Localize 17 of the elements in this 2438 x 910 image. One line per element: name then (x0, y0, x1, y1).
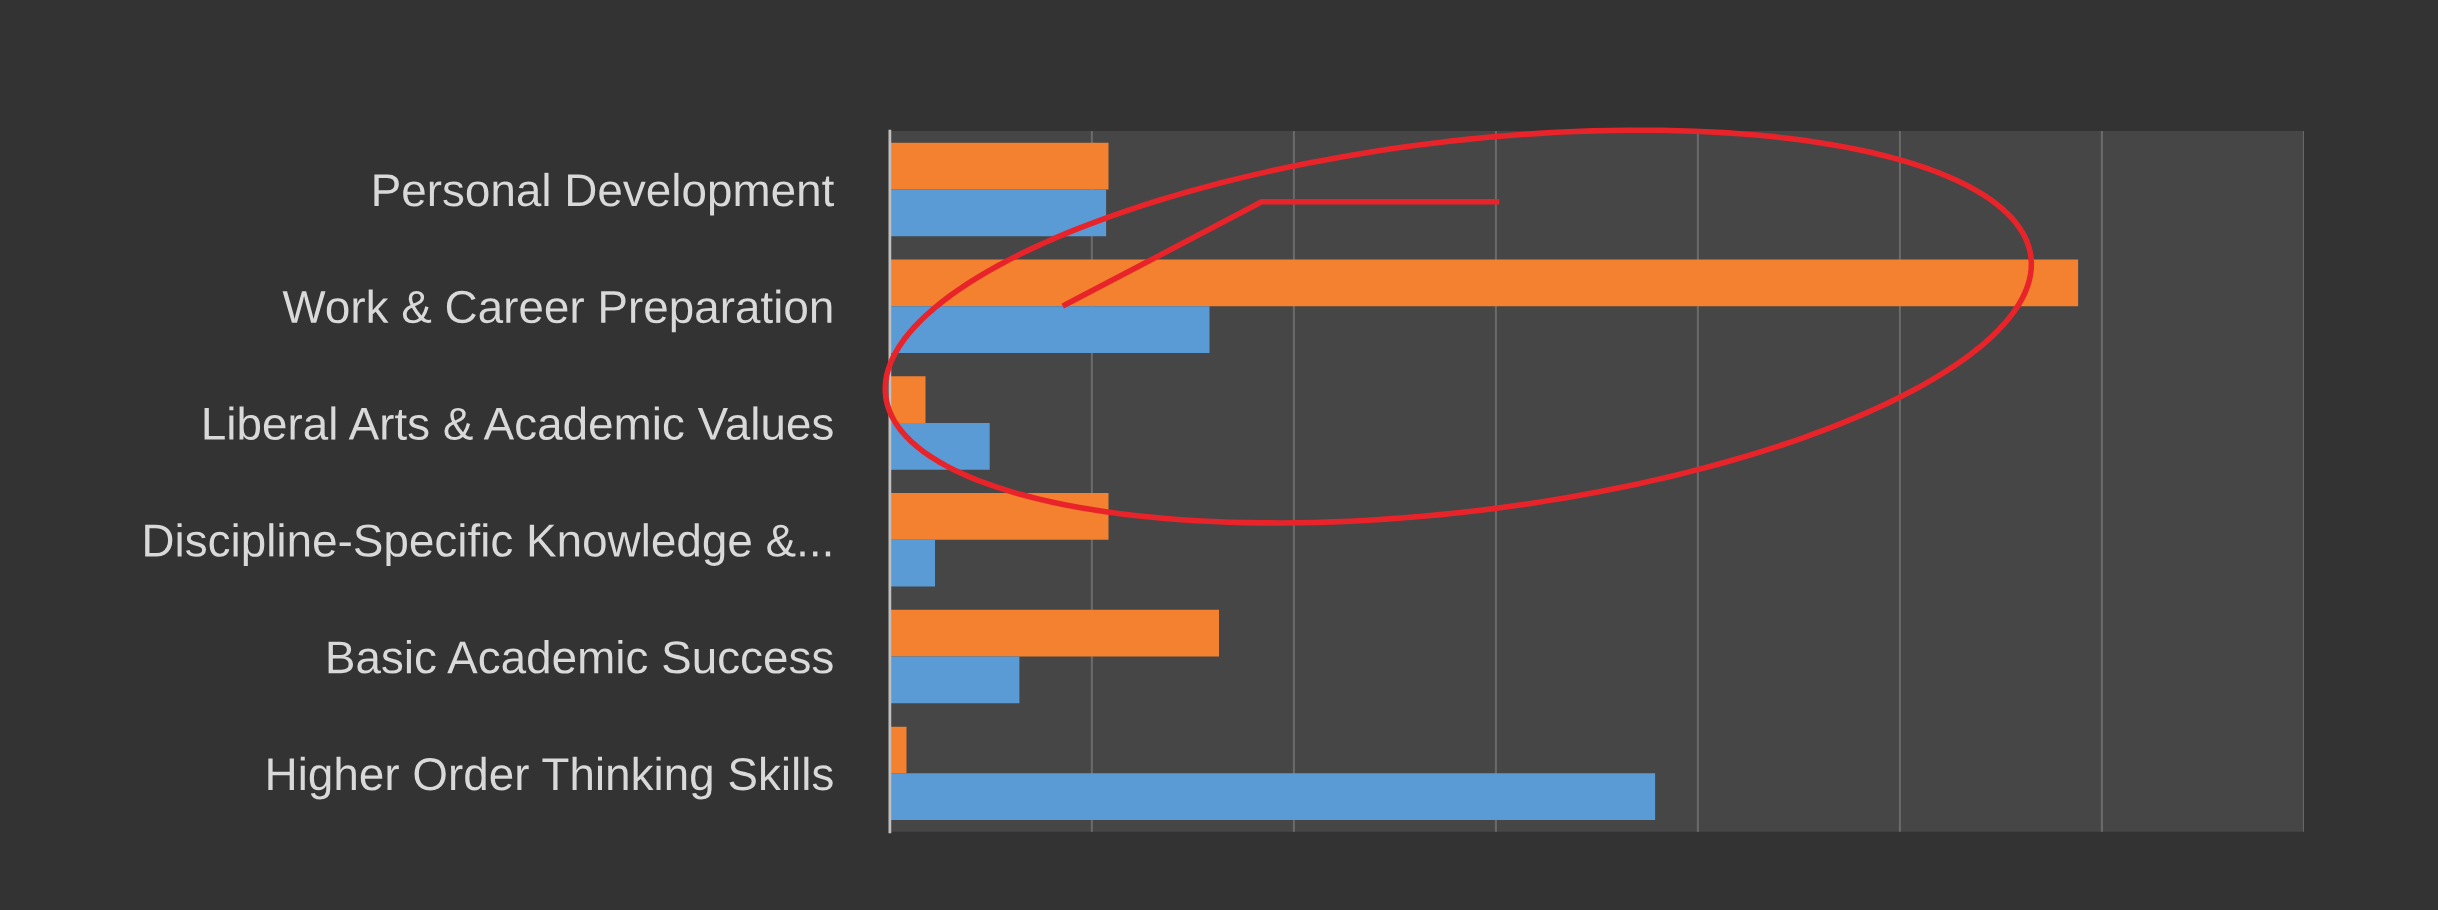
y-tick-label: Personal Development (374, 172, 834, 216)
bar (889, 539, 936, 587)
bar (889, 376, 926, 423)
y-tick-label: Basic Academic Success (328, 639, 833, 674)
bar (889, 306, 1210, 353)
y-tick-label: Work & Career Preparation (282, 289, 832, 333)
bar (889, 142, 1109, 190)
bar (889, 423, 990, 470)
y-tick-label: Higher Order Thinking Skills (268, 756, 833, 800)
bar (889, 656, 1020, 704)
y-tick-label: Liberal Arts & Academic Values (204, 406, 833, 441)
bar (889, 493, 1109, 540)
bar (889, 189, 1107, 237)
bar (889, 726, 907, 774)
y-tick-label: Discipline-Specific Knowledge &... (145, 523, 831, 566)
bar (889, 773, 1656, 821)
bar (889, 609, 1220, 657)
